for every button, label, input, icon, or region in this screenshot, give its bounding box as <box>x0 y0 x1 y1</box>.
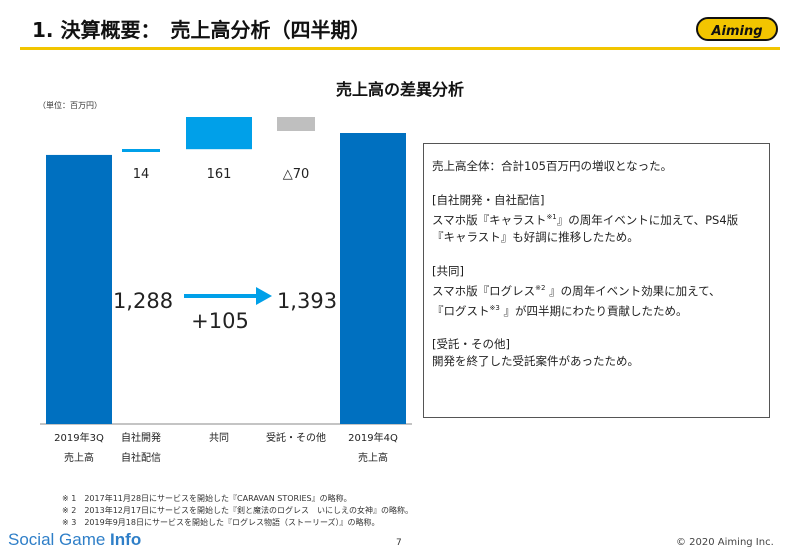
tick-label-1-1: 自社配信 <box>121 451 161 464</box>
change-arrow-head <box>256 287 272 305</box>
bar-total-0 <box>46 154 112 424</box>
change-label: +105 <box>191 309 249 333</box>
tick-label-1-0: 自社開発 <box>121 431 161 444</box>
total-label-end: 1,393 <box>277 289 337 313</box>
header-divider <box>20 47 780 50</box>
tick-label-4-1: 売上高 <box>358 451 388 464</box>
svg-text:Aiming: Aiming <box>710 24 762 39</box>
page-number: 7 <box>396 538 402 548</box>
tick-label-3-0: 受託・その他 <box>266 431 326 444</box>
bar-total-4 <box>340 133 406 424</box>
tick-label-4-0: 2019年4Q <box>348 431 398 444</box>
footnote-1: ※ 1 2017年11月28日にサービスを開始した『CARAVAN STORIE… <box>62 494 352 503</box>
contract-heading: [受託・その他] <box>432 337 510 352</box>
waterfall-chart: 14 161 △70 1,288 1,393 +105 2019年3Q 売上高 自社開発自社配信… <box>40 117 412 464</box>
data-label-1: 14 <box>133 167 150 182</box>
self-publish-heading: [自社開発・自社配信] <box>432 193 545 207</box>
total-label-start: 1,288 <box>113 289 173 313</box>
data-label-3: △70 <box>283 167 310 182</box>
tick-label-0-0: 2019年3Q <box>54 431 104 444</box>
aiming-logo: Aiming <box>696 17 778 41</box>
tick-label-2-0: 共同 <box>209 432 229 444</box>
contract-note: [受託・その他] 開発を終了した受託案件があったため。 <box>432 336 761 370</box>
bar-delta-1 <box>122 149 160 152</box>
tick-label-0-1: 売上高 <box>64 451 94 464</box>
joint-note: [共同] スマホ版『ログレス※2 』の周年イベント効果に加えて、 『ログスト※3… <box>432 263 761 320</box>
footnote-3: ※ 3 2019年9月18日にサービスを開始した『ログレス物語（ストーリーズ）』… <box>62 518 380 527</box>
summary-text: 売上高全体：合計105百万円の増収となった。 <box>432 159 673 173</box>
bar-delta-3 <box>277 117 315 131</box>
page-title: 1. 決算概要： 売上高分析（四半期） <box>32 18 371 42</box>
bar-delta-2 <box>186 117 252 150</box>
joint-heading: [共同] <box>432 263 464 278</box>
footnote-2: ※ 2 2013年12月17日にサービスを開始した『剣と魔法のログレス いにしえ… <box>62 506 414 515</box>
unit-label: （単位：百万円） <box>38 101 102 110</box>
self-publish-note: [自社開発・自社配信] スマホ版『キャラスト※1』の周年イベントに加えて、PS4… <box>432 192 761 246</box>
data-label-2: 161 <box>207 167 232 182</box>
footer-brand[interactable]: Social Game Info <box>8 530 142 549</box>
explanation-box: 売上高全体：合計105百万円の増収となった。 [自社開発・自社配信] スマホ版『… <box>423 143 770 418</box>
copyright: © 2020 Aiming Inc. <box>676 537 774 548</box>
chart-title: 売上高の差異分析 <box>335 80 464 99</box>
